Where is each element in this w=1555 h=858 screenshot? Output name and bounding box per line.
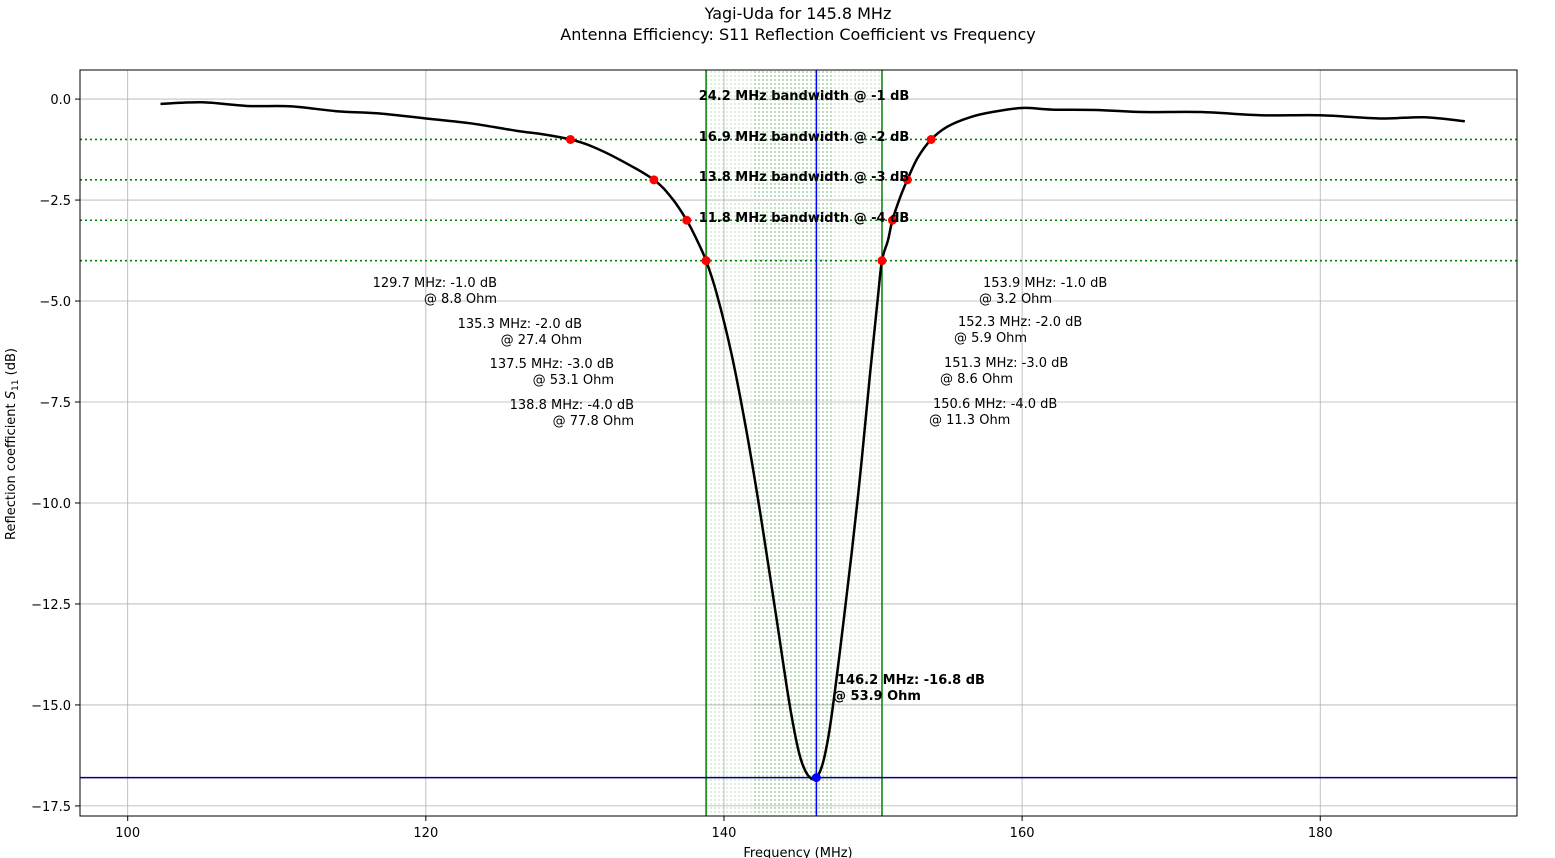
y-tick-label: −10.0 [31, 497, 71, 512]
right-point-impedance: @ 11.3 Ohm [929, 413, 1010, 428]
bandwidth-label: 13.8 MHz bandwidth @ -3 dB [699, 170, 910, 185]
s11-curve [160, 101, 1465, 781]
threshold-point [682, 215, 692, 225]
bandwidth-label: 24.2 MHz bandwidth @ -1 dB [699, 89, 910, 104]
y-axis-label: Reflection coefficient S11 (dB) [4, 348, 21, 540]
x-tick-label: 140 [712, 826, 737, 841]
resonance-impedance: @ 53.9 Ohm [833, 689, 921, 704]
chart-subtitle: Antenna Efficiency: S11 Reflection Coeff… [560, 25, 1036, 44]
right-point-impedance: @ 5.9 Ohm [954, 331, 1027, 346]
left-point-label: 135.3 MHz: -2.0 dB [458, 317, 582, 332]
y-tick-label: −12.5 [31, 598, 71, 613]
y-tick-label: 0.0 [50, 93, 71, 108]
left-point-impedance: @ 27.4 Ohm [501, 333, 582, 348]
x-tick-label: 180 [1308, 826, 1333, 841]
bandwidth-label: 16.9 MHz bandwidth @ -2 dB [699, 130, 910, 145]
threshold-point [565, 134, 575, 144]
left-point-impedance: @ 8.8 Ohm [424, 292, 497, 307]
y-tick-label: −7.5 [39, 396, 71, 411]
resonance-point [811, 773, 821, 783]
right-point-label: 150.6 MHz: -4.0 dB [933, 397, 1057, 412]
plot-frame [79, 69, 1518, 817]
x-axis-label: Frequency (MHz) [743, 846, 852, 858]
left-point-label: 129.7 MHz: -1.0 dB [373, 276, 497, 291]
left-point-label: 137.5 MHz: -3.0 dB [490, 357, 614, 372]
threshold-point [902, 175, 912, 185]
x-tick-label: 120 [413, 826, 438, 841]
x-tick-label: 100 [115, 826, 140, 841]
right-point-label: 151.3 MHz: -3.0 dB [944, 356, 1068, 371]
y-tick-label: −2.5 [39, 194, 71, 209]
y-axis-label-main: Reflection coefficient [4, 399, 19, 540]
x-tick-label: 160 [1010, 826, 1035, 841]
right-point-impedance: @ 3.2 Ohm [979, 292, 1052, 307]
threshold-point [877, 256, 887, 266]
y-axis-label-subscript: 11 [11, 380, 21, 391]
threshold-point [887, 215, 897, 225]
resonance-label: 146.2 MHz: -16.8 dB [837, 673, 985, 688]
y-tick-label: −17.5 [31, 800, 71, 815]
threshold-point [926, 134, 936, 144]
right-point-label: 153.9 MHz: -1.0 dB [983, 276, 1107, 291]
y-axis-label-unit: (dB) [4, 348, 19, 379]
left-point-impedance: @ 77.8 Ohm [553, 414, 634, 429]
left-point-label: 138.8 MHz: -4.0 dB [510, 398, 634, 413]
threshold-point [701, 256, 711, 266]
left-point-impedance: @ 53.1 Ohm [533, 373, 614, 388]
y-tick-label: −5.0 [39, 295, 71, 310]
y-tick-label: −15.0 [31, 699, 71, 714]
bandwidth-label: 11.8 MHz bandwidth @ -4 dB [699, 211, 910, 226]
threshold-point [649, 175, 659, 185]
chart-title: Yagi-Uda for 145.8 MHz [704, 4, 892, 23]
y-axis-label-symbol: S [4, 391, 19, 399]
right-point-impedance: @ 8.6 Ohm [940, 372, 1013, 387]
right-point-label: 152.3 MHz: -2.0 dB [958, 315, 1082, 330]
